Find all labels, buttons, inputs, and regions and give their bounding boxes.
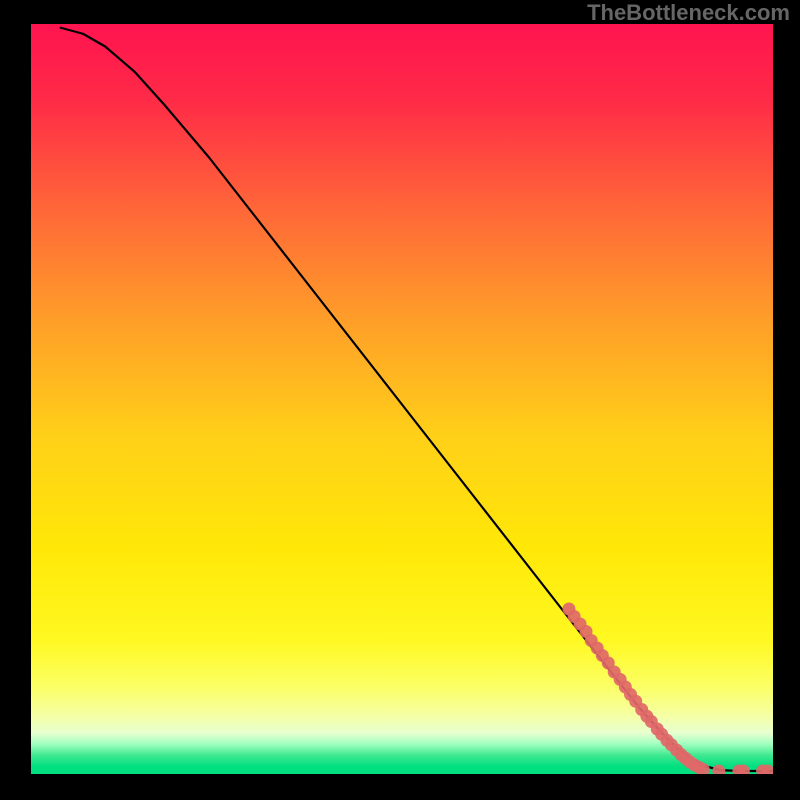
- data-point: [683, 756, 696, 769]
- outer-frame: TheBottleneck.com: [0, 0, 800, 800]
- data-point: [756, 765, 769, 775]
- data-point: [635, 703, 648, 716]
- data-point: [574, 618, 587, 631]
- data-point: [665, 738, 678, 751]
- data-point: [591, 642, 604, 655]
- data-point: [712, 765, 725, 775]
- data-point: [692, 761, 705, 774]
- data-point: [655, 728, 668, 741]
- data-point: [697, 763, 710, 774]
- bottleneck-curve: [61, 28, 773, 771]
- data-point: [660, 734, 673, 747]
- data-point: [624, 688, 637, 701]
- data-point: [562, 603, 575, 616]
- data-point: [674, 748, 687, 761]
- data-point: [608, 666, 621, 679]
- data-point: [629, 695, 642, 708]
- data-point: [568, 610, 581, 623]
- data-point: [619, 681, 632, 694]
- data-point: [596, 649, 609, 662]
- data-point: [602, 657, 615, 670]
- data-point: [737, 765, 750, 775]
- plot-area: [31, 24, 773, 774]
- chart-svg: [31, 24, 773, 774]
- data-point: [614, 673, 627, 686]
- data-point: [585, 634, 598, 647]
- data-point: [640, 710, 653, 723]
- data-point: [761, 765, 773, 775]
- data-point: [645, 715, 658, 728]
- data-point: [651, 723, 664, 736]
- data-point: [732, 765, 745, 775]
- data-point: [679, 752, 692, 765]
- data-point: [670, 744, 683, 757]
- data-point: [688, 759, 701, 772]
- watermark-text: TheBottleneck.com: [587, 0, 790, 26]
- data-point: [580, 625, 593, 638]
